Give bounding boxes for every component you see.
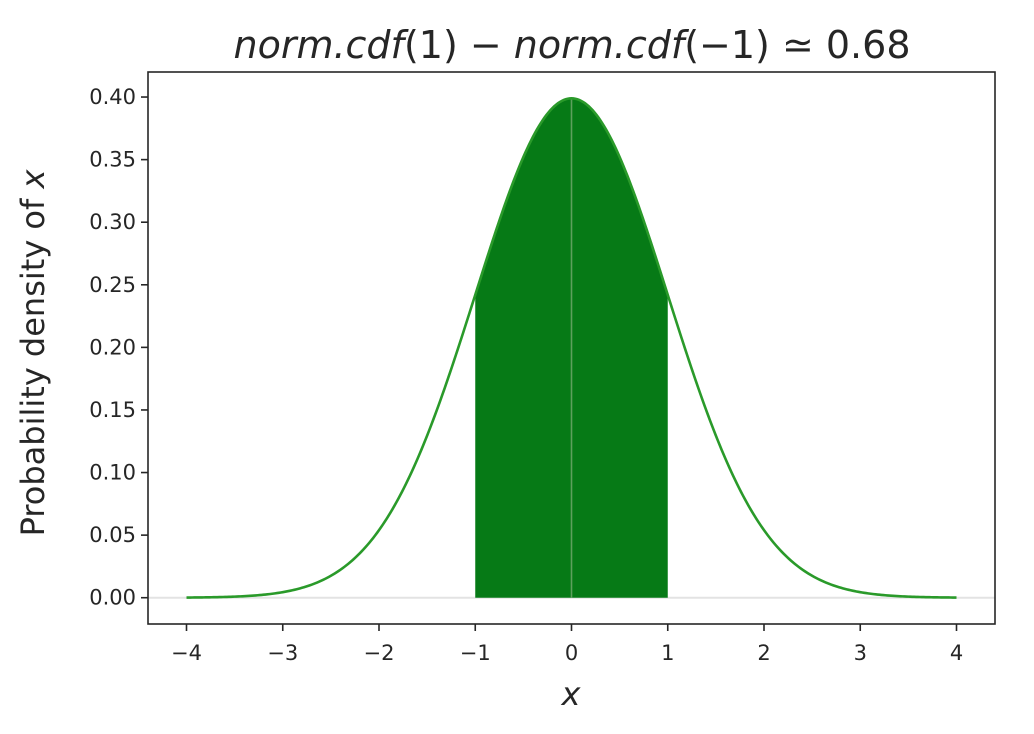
x-tick-label: 4 bbox=[950, 641, 963, 665]
plot-area bbox=[148, 97, 995, 599]
chart-title: norm.cdf(1) − norm.cdf(−1) ≃ 0.68 bbox=[233, 23, 910, 67]
pdf-curve bbox=[186, 97, 957, 599]
y-tick-label: 0.35 bbox=[89, 148, 136, 172]
x-tick-label: −4 bbox=[171, 641, 202, 665]
chart-title-part: norm.cdf bbox=[233, 23, 409, 67]
x-tick-label: 1 bbox=[661, 641, 674, 665]
y-axis-label: Probability density of x bbox=[14, 169, 52, 537]
y-axis: 0.00 0.05 0.10 0.15 0.20 0.25 0.30 0.35 0.40 bbox=[89, 85, 148, 610]
y-tick-label: 0.30 bbox=[89, 210, 136, 234]
y-tick-label: 0.25 bbox=[89, 273, 136, 297]
x-tick-label: 2 bbox=[757, 641, 770, 665]
x-tick-label: 0 bbox=[565, 641, 578, 665]
y-tick-label: 0.20 bbox=[89, 335, 136, 359]
x-axis: −4 −3 −2 −1 0 1 2 3 4 bbox=[171, 624, 963, 665]
y-tick-label: 0.10 bbox=[89, 461, 136, 485]
y-tick-label: 0.15 bbox=[89, 398, 136, 422]
x-tick-label: −3 bbox=[267, 641, 298, 665]
y-axis-label-var: x bbox=[14, 169, 52, 190]
y-axis-label-text: Probability density of bbox=[14, 189, 52, 537]
y-tick-label: 0.05 bbox=[89, 523, 136, 547]
x-tick-label: −2 bbox=[364, 641, 395, 665]
x-tick-label: 3 bbox=[854, 641, 867, 665]
y-tick-label: 0.40 bbox=[89, 85, 136, 109]
chart-title-part: norm.cdf bbox=[514, 23, 690, 67]
chart-title-part: (−1) ≃ 0.68 bbox=[684, 23, 910, 67]
y-tick-label: 0.00 bbox=[89, 586, 136, 610]
x-tick-label: −1 bbox=[460, 641, 491, 665]
x-axis-label: x bbox=[561, 675, 582, 713]
chart-title-part: (1) − bbox=[404, 23, 514, 67]
